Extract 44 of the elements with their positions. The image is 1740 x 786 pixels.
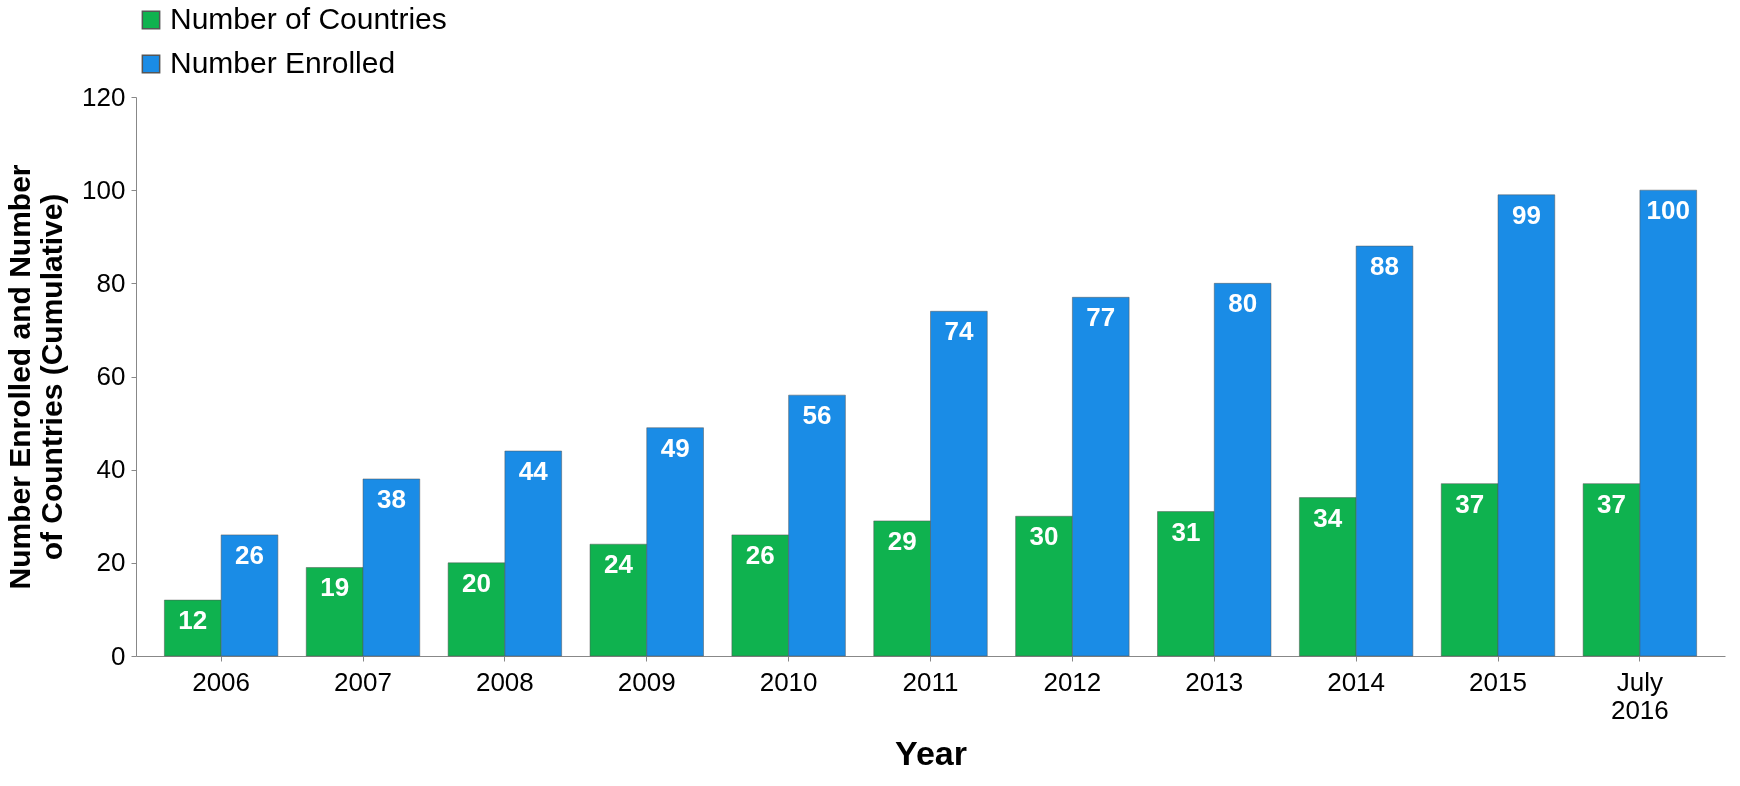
data-label: 20 <box>462 567 491 598</box>
x-axis-title: Year <box>895 733 967 772</box>
x-tick-label: 2009 <box>617 666 676 697</box>
data-label: 29 <box>887 525 917 556</box>
data-label: 74 <box>944 316 974 347</box>
data-label: 56 <box>802 400 832 431</box>
y-tick-label: 60 <box>96 361 126 391</box>
data-label: 37 <box>1455 488 1485 519</box>
legend-label: Number Enrolled <box>170 46 396 79</box>
y-tick-label: 120 <box>82 81 126 112</box>
data-label: 19 <box>320 572 350 603</box>
data-label: 80 <box>1228 288 1258 319</box>
data-label: 77 <box>1086 302 1116 333</box>
x-tick-label: July 2016 <box>1610 666 1669 725</box>
data-label: 26 <box>745 539 775 570</box>
data-label: 99 <box>1511 199 1541 230</box>
data-label: 24 <box>603 549 634 580</box>
data-label: 34 <box>1313 502 1343 533</box>
y-tick-label: 80 <box>96 267 126 298</box>
x-tick-label: 2014 <box>1327 666 1386 697</box>
x-tick-label: 2010 <box>759 666 818 697</box>
data-label: 37 <box>1597 488 1626 519</box>
x-tick-label: 2012 <box>1043 666 1102 697</box>
data-label: 26 <box>235 539 264 570</box>
x-tick-label: 2013 <box>1185 666 1244 697</box>
y-tick-label: 100 <box>82 174 126 205</box>
y-axis-title: Number Enrolled and Number of Countries (Cumulative) <box>3 164 69 590</box>
y-tick-label: 20 <box>96 547 126 578</box>
x-tick-label: 2008 <box>475 666 534 697</box>
x-tick-label: 2015 <box>1469 666 1527 697</box>
x-tick-label: 2006 <box>192 666 251 697</box>
data-label: 44 <box>518 456 549 487</box>
data-label: 12 <box>178 605 208 636</box>
x-tick-label: 2007 <box>334 666 392 697</box>
y-tick-label: 0 <box>111 640 126 671</box>
legend-label: Number of Countries <box>170 2 447 35</box>
y-tick-label: 40 <box>96 454 126 485</box>
data-label: 31 <box>1171 516 1201 547</box>
data-label: 30 <box>1029 521 1059 552</box>
data-label: 100 <box>1646 195 1690 226</box>
data-label: 88 <box>1370 251 1399 282</box>
data-label: 49 <box>660 432 690 463</box>
x-tick-label: 2011 <box>902 666 959 697</box>
data-label: 38 <box>376 483 406 514</box>
